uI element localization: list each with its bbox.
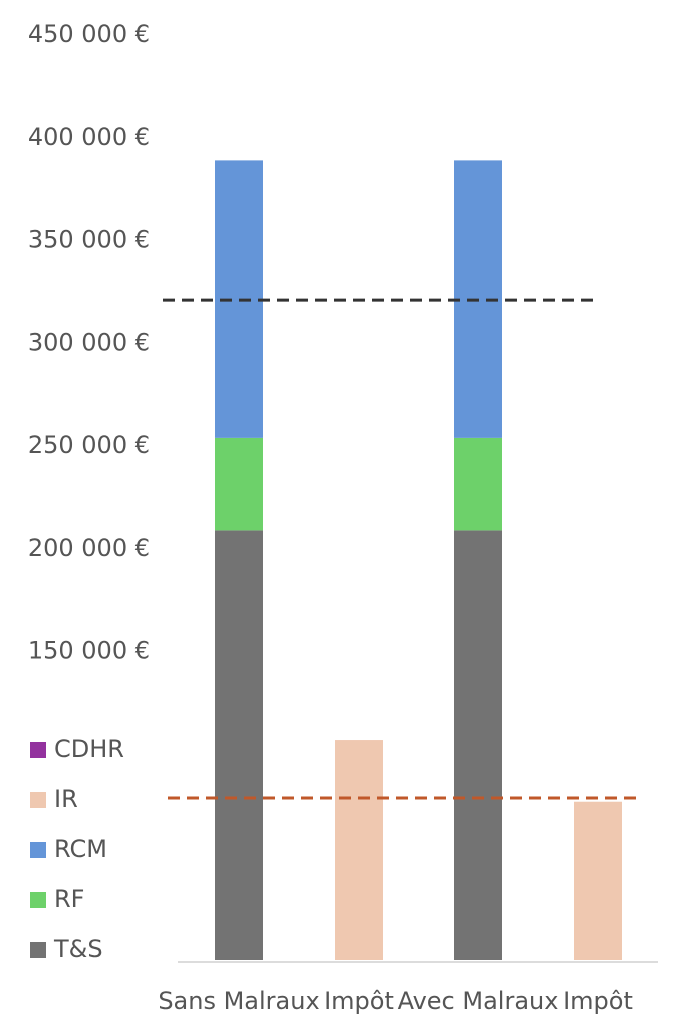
legend-swatch (30, 842, 46, 858)
x-tick-label: Sans Malraux (158, 987, 319, 1015)
bar-segment (454, 530, 502, 960)
bar-segment (574, 801, 622, 960)
legend-label: CDHR (54, 735, 124, 763)
y-tick-label: 150 000 € (28, 637, 150, 665)
x-tick-label: Impôt (324, 987, 394, 1015)
y-tick-label: 450 000 € (28, 20, 150, 48)
legend-label: RCM (54, 835, 107, 863)
legend-label: IR (54, 785, 78, 813)
y-tick-label: 350 000 € (28, 226, 150, 254)
bar-segment (454, 437, 502, 531)
legend-swatch (30, 892, 46, 908)
bar-segment (335, 740, 383, 960)
y-tick-label: 300 000 € (28, 328, 150, 356)
x-tick-label: Avec Malraux (398, 987, 559, 1015)
legend-label: T&S (53, 935, 103, 963)
y-tick-label: 250 000 € (28, 431, 150, 459)
y-tick-label: 400 000 € (28, 123, 150, 151)
bar-segment (215, 437, 263, 531)
x-tick-label: Impôt (563, 987, 633, 1015)
bar-segment (215, 530, 263, 960)
legend-swatch (30, 742, 46, 758)
legend-label: RF (54, 885, 84, 913)
legend-swatch (30, 792, 46, 808)
legend-swatch (30, 942, 46, 958)
y-tick-label: 200 000 € (28, 534, 150, 562)
